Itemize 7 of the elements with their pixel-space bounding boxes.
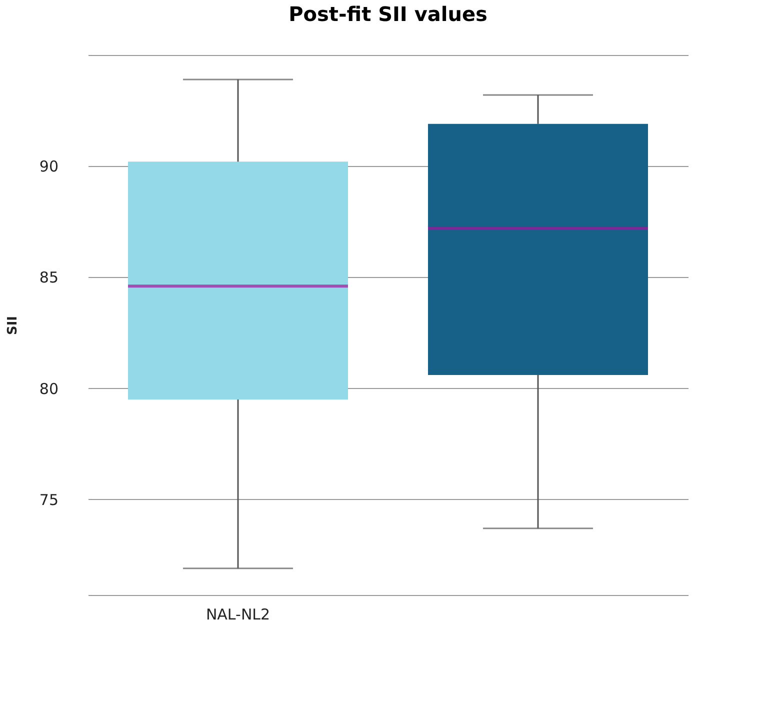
y-tick-label: 75 [39, 490, 58, 509]
y-tick-label: 90 [39, 158, 58, 176]
y-tick-label: 80 [39, 380, 58, 398]
chart-title: Post-fit SII values [288, 2, 488, 26]
x-tick-label: NAL-NL2 [206, 606, 270, 624]
y-axis-title: SII [5, 316, 20, 336]
y-tick-label: 85 [39, 268, 58, 287]
